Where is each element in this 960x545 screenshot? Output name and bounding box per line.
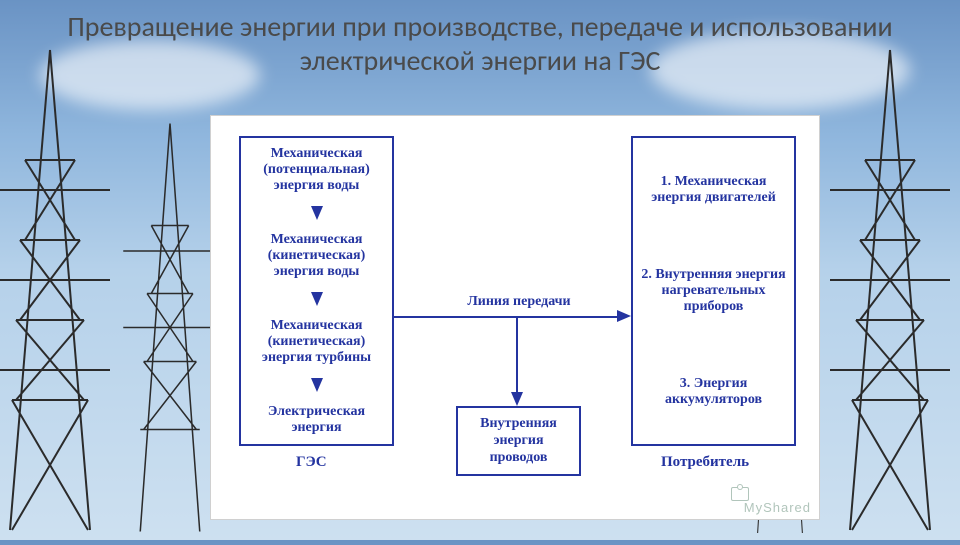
left-block: Механическая (кинетическая) энергия воды xyxy=(245,230,388,282)
left-block: Электрическая энергия xyxy=(245,402,388,438)
left-column-box: Механическая (потенциальная) энергия вод… xyxy=(239,136,394,446)
pylon-icon xyxy=(830,40,950,540)
presentation-icon xyxy=(731,487,749,501)
right-column-box: 1. Механическая энергия двигателей 2. Вну… xyxy=(631,136,796,446)
arrow-down-icon xyxy=(311,378,323,392)
energy-diagram: Механическая (потенциальная) энергия вод… xyxy=(210,115,820,520)
left-column-label: ГЭС xyxy=(296,454,327,471)
transmission-line xyxy=(394,316,619,318)
arrow-right-icon xyxy=(617,310,631,322)
pylon-icon xyxy=(0,40,110,540)
pylon-icon xyxy=(119,115,221,540)
arrow-down-icon xyxy=(311,206,323,220)
arrow-down-icon xyxy=(311,292,323,306)
transmission-label: Линия передачи xyxy=(449,294,589,310)
right-block: 3. Энергия аккумуляторов xyxy=(637,374,790,410)
page-title: Превращение энергии при производстве, пе… xyxy=(0,0,960,81)
right-column-label: Потребитель xyxy=(661,454,749,471)
arrow-down-icon xyxy=(511,392,523,406)
left-block: Механическая (потенциальная) энергия вод… xyxy=(245,144,388,196)
right-block: 2. Внутренняя энергия нагревательных при… xyxy=(637,265,790,317)
loss-box: Внутренняя энергия проводов xyxy=(456,406,581,476)
left-block: Механическая (кинетическая) энергия турб… xyxy=(245,316,388,368)
branch-line xyxy=(516,316,518,394)
watermark: MyShared xyxy=(744,500,811,515)
right-block: 1. Механическая энергия двигателей xyxy=(637,172,790,208)
